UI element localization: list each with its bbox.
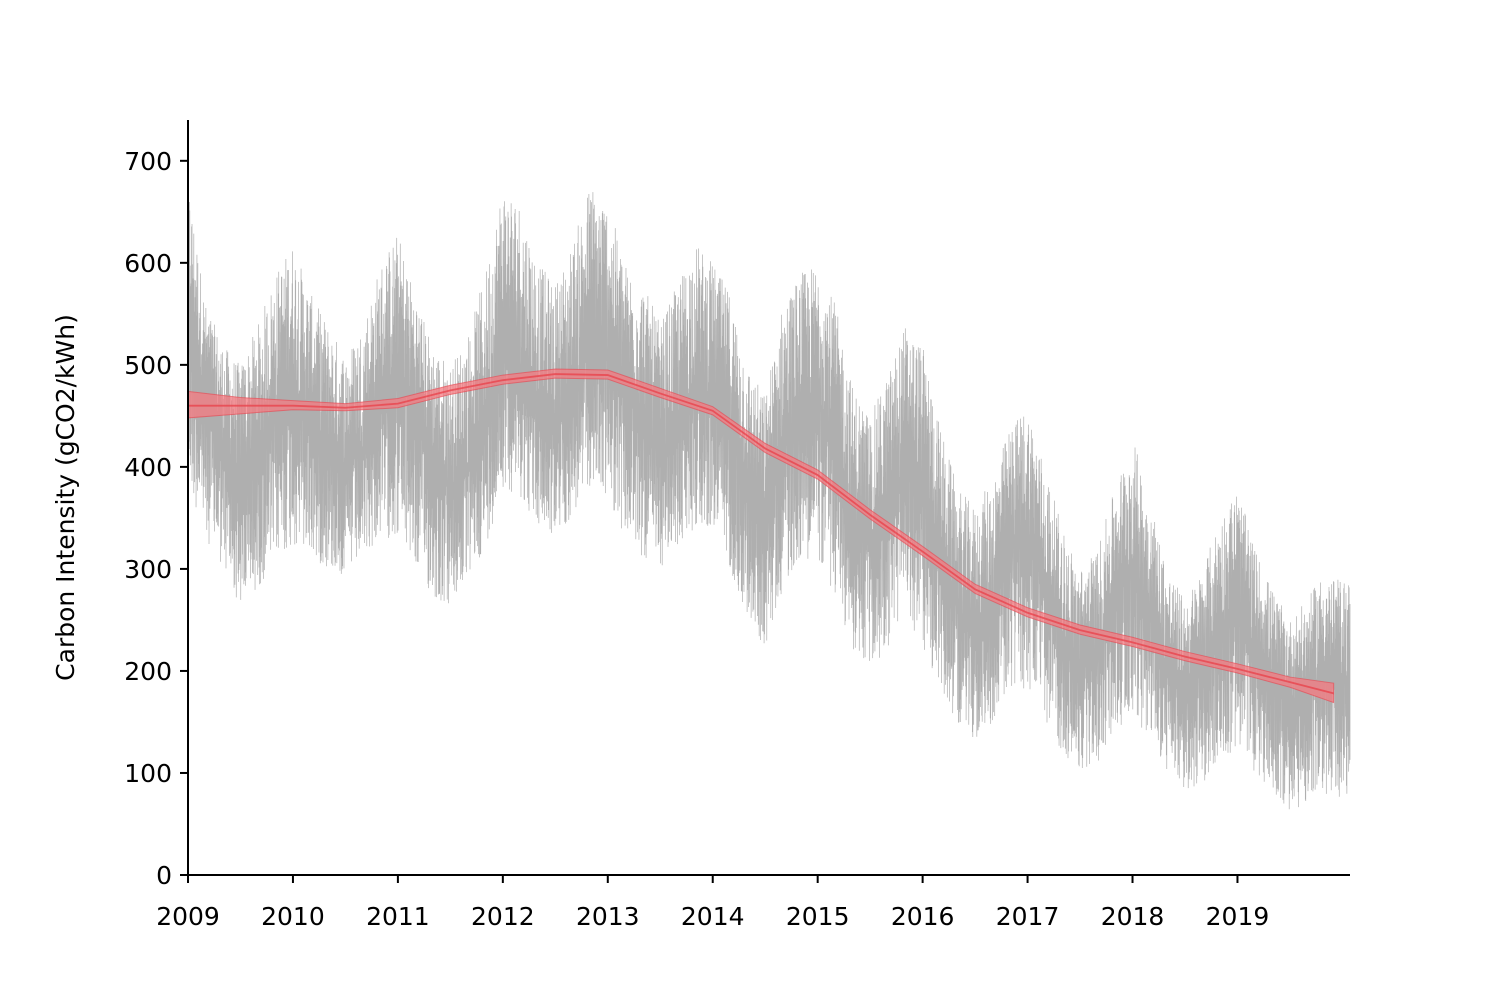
y-axis-label: Carbon Intensity (gCO2/kWh) [51, 314, 80, 681]
raw-signal-path [187, 184, 1351, 810]
y-tick-label: 200 [124, 657, 172, 686]
y-tick-label: 500 [124, 351, 172, 380]
x-tick-label: 2010 [261, 902, 325, 931]
y-tick-label: 600 [124, 249, 172, 278]
x-tick-label: 2012 [471, 902, 535, 931]
x-tick-label: 2014 [681, 902, 745, 931]
x-tick-label: 2017 [996, 902, 1060, 931]
trend-line [188, 373, 1334, 695]
x-tick-label: 2015 [786, 902, 850, 931]
y-tick-label: 300 [124, 555, 172, 584]
y-tick-label: 700 [124, 147, 172, 176]
axes: 0 100 200 300 400 500 600 700 2009 2010 2011 2012 20… [124, 120, 1350, 931]
y-tick-label: 100 [124, 759, 172, 788]
x-tick-label: 2009 [156, 902, 220, 931]
x-tick-label: 2011 [366, 902, 430, 931]
x-tick-label: 2019 [1206, 902, 1270, 931]
y-tick-label: 400 [124, 453, 172, 482]
x-tick-label: 2013 [576, 902, 640, 931]
x-tick-label: 2016 [891, 902, 955, 931]
y-tick-label: 0 [156, 861, 172, 890]
trend-line-layer [188, 373, 1334, 695]
raw-signal-layer [187, 184, 1351, 810]
x-tick-label: 2018 [1101, 902, 1165, 931]
